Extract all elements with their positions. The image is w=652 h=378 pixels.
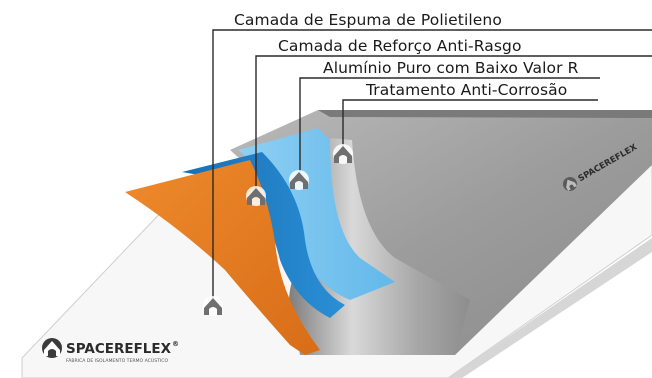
layer-foam — [125, 160, 320, 355]
label-aluminium-layer: Alumínio Puro com Baixo Valor R — [323, 59, 579, 77]
house-logo-icon — [246, 186, 266, 206]
label-reinforcement-layer: Camada de Reforço Anti-Rasgo — [278, 37, 522, 55]
brand-name: SPACEREFLEX — [66, 341, 172, 357]
house-logo-icon — [289, 170, 309, 190]
brand-badge-board: SPACEREFLEX ® FÁBRICA DE ISOLAMENTO TERM… — [42, 338, 179, 364]
label-anti-corrosion-layer: Tratamento Anti-Corrosão — [365, 81, 567, 99]
brand-trademark: ® — [172, 340, 179, 348]
label-foam-layer: Camada de Espuma de Polietileno — [234, 11, 502, 29]
layer-reinforcement — [182, 152, 345, 318]
house-logo-icon — [203, 296, 223, 316]
house-logo-icon — [333, 144, 353, 164]
leader-lines — [212, 29, 652, 298]
spacereflex-logo-icon — [563, 177, 577, 191]
brand-tagline: FÁBRICA DE ISOLAMENTO TERMO ACÚSTICO — [66, 357, 169, 364]
spacereflex-logo-icon — [42, 338, 62, 358]
